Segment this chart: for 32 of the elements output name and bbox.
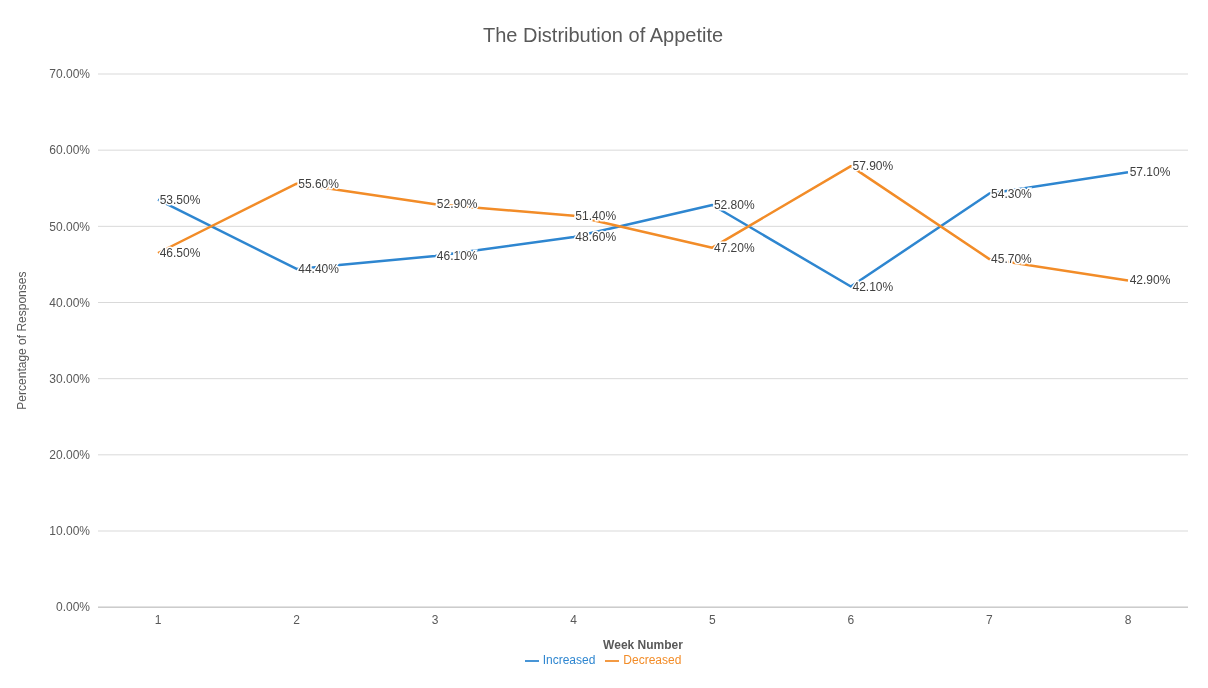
x-tick-label: 3 xyxy=(431,612,439,627)
legend-label: Increased xyxy=(542,653,596,668)
data-label: 42.10% xyxy=(852,279,894,294)
data-label: 53.50% xyxy=(159,192,201,207)
y-axis-title: Percentage of Responses xyxy=(15,271,30,410)
legend-label: Decreased xyxy=(623,653,682,668)
x-tick-label: 7 xyxy=(986,612,994,627)
y-tick-label: 20.00% xyxy=(49,448,91,463)
data-label: 51.40% xyxy=(575,208,617,223)
y-tick-label: 10.00% xyxy=(49,524,91,539)
x-tick-label: 8 xyxy=(1124,612,1132,627)
data-label: 47.20% xyxy=(713,240,755,255)
y-tick-label: 70.00% xyxy=(49,67,91,82)
y-tick-label: 0.00% xyxy=(55,600,91,615)
data-label: 57.90% xyxy=(852,159,894,174)
chart-title: The Distribution of Appetite xyxy=(481,23,725,48)
x-axis-title: Week Number xyxy=(603,638,684,653)
y-tick-label: 60.00% xyxy=(49,143,91,158)
data-label: 54.30% xyxy=(991,186,1033,201)
x-tick-label: 5 xyxy=(708,612,716,627)
data-label: 42.90% xyxy=(1129,273,1171,288)
x-tick-label: 6 xyxy=(847,612,855,627)
y-tick-label: 30.00% xyxy=(49,371,91,386)
data-label: 57.10% xyxy=(1129,165,1171,180)
y-tick-label: 40.00% xyxy=(49,295,91,310)
data-label: 46.50% xyxy=(159,245,201,260)
x-tick-label: 1 xyxy=(154,612,162,627)
x-tick-label: 4 xyxy=(570,612,578,627)
x-tick-label: 2 xyxy=(293,612,301,627)
y-tick-label: 50.00% xyxy=(49,219,91,234)
data-label: 48.60% xyxy=(575,230,617,244)
data-label: 52.80% xyxy=(713,198,755,213)
